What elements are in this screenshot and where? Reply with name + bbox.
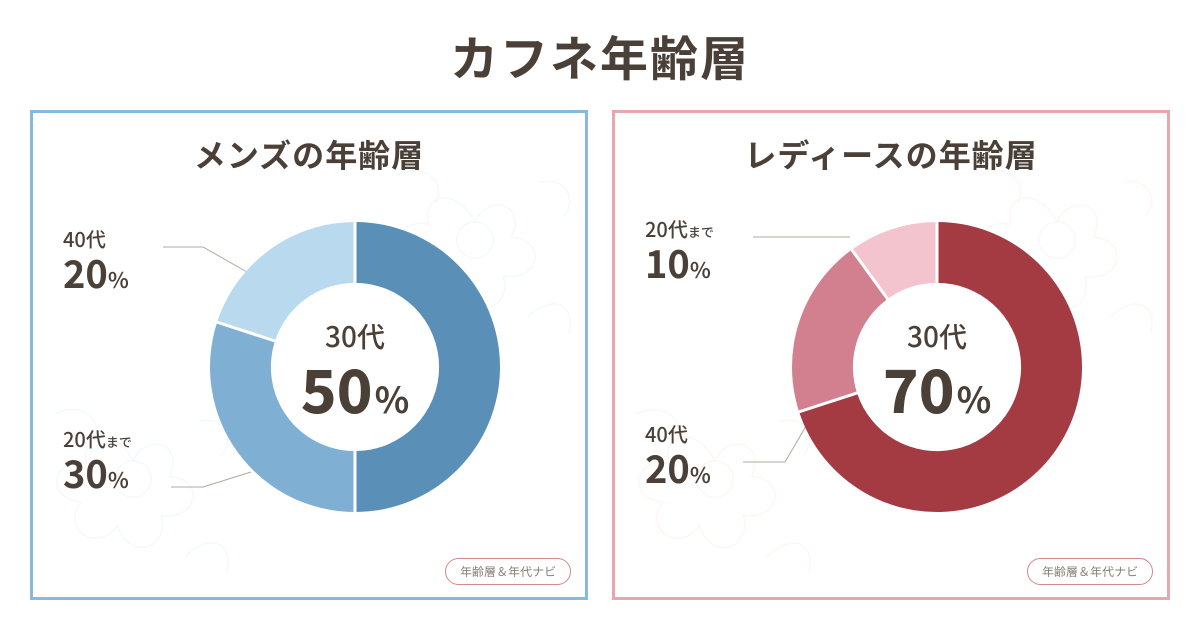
chart-area: 30代 50% 40代 20% 20代まで 30% [53,187,565,567]
source-badge: 年齢層＆年代ナビ [445,558,571,585]
slice-value: 10% [645,240,714,284]
panel-title: メンズの年齢層 [53,131,565,177]
donut-chart [205,217,505,517]
slice-value: 20% [63,250,129,294]
slice-label: 40代 20% [645,422,711,489]
chart-area: 30代 70% 20代まで 10% 40代 20% [635,187,1147,567]
panel-mens: メンズの年齢層 30代 50% 40代 20% 20代まで 30%年齢層＆年代ナ… [30,110,588,600]
slice-value: 30% [63,450,132,494]
page: カフネ年齢層 メンズの年齢層 30代 50% 40代 20% 20代まで 30%… [0,0,1200,630]
panel-title: レディースの年齢層 [635,131,1147,177]
slice-label: 20代まで 30% [63,427,132,494]
donut-slice [210,322,355,512]
donut-slice [217,222,355,341]
panel-ladies: レディースの年齢層 30代 70% 20代まで 10% 40代 20%年齢層＆年… [612,110,1170,600]
donut-slice [355,222,500,512]
panels-row: メンズの年齢層 30代 50% 40代 20% 20代まで 30%年齢層＆年代ナ… [30,110,1170,600]
slice-label: 20代まで 10% [645,217,714,284]
slice-label: 40代 20% [63,227,129,294]
donut-chart [787,217,1087,517]
slice-value: 20% [645,445,711,489]
source-badge: 年齢層＆年代ナビ [1027,558,1153,585]
page-title: カフネ年齢層 [450,20,750,90]
